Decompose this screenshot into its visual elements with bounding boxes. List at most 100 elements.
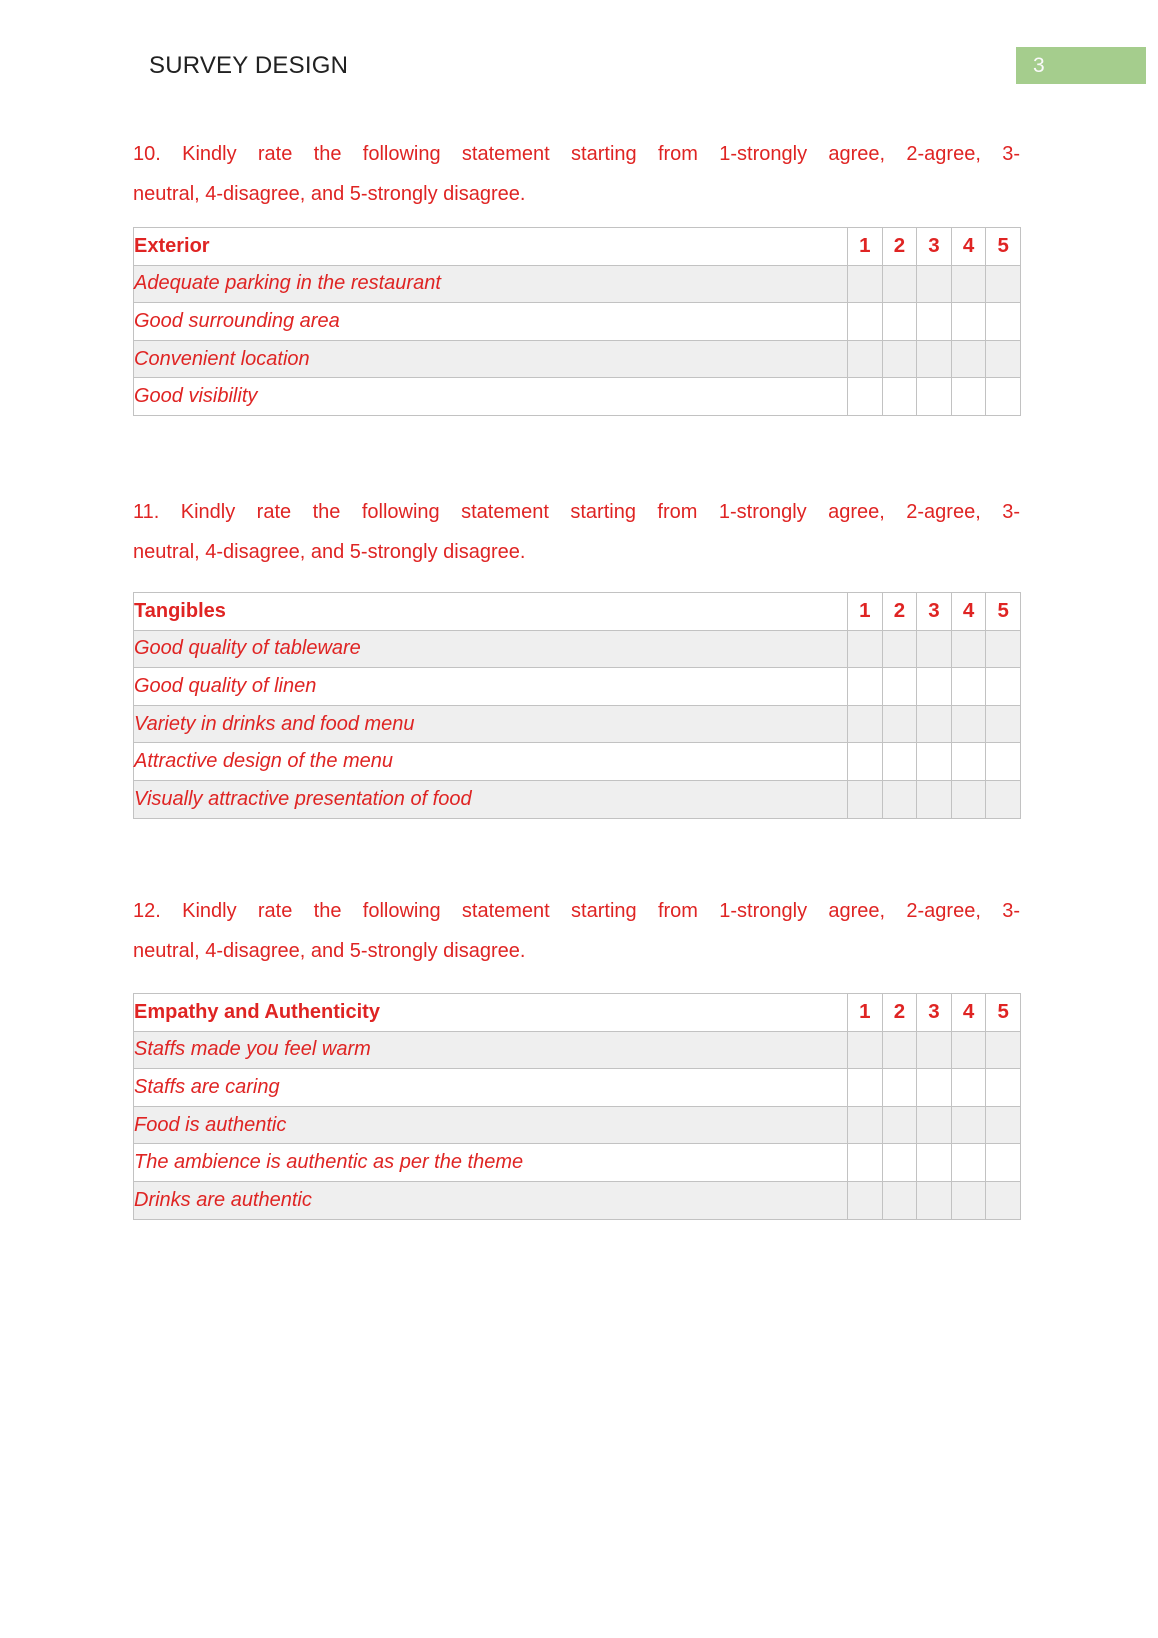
rating-cell[interactable] [916, 302, 952, 341]
rating-cell[interactable] [985, 1105, 1021, 1145]
rating-cell[interactable] [881, 1068, 918, 1107]
rating-cell[interactable] [847, 742, 883, 781]
rating-cell[interactable] [950, 704, 987, 744]
rating-cell[interactable] [950, 779, 987, 819]
rating-cell[interactable] [985, 667, 1021, 706]
rating-cell[interactable] [881, 264, 918, 304]
rating-cell[interactable] [985, 264, 1021, 304]
rating-cell[interactable] [985, 1030, 1021, 1070]
scale-column-header: 2 [881, 592, 918, 631]
rating-cell[interactable] [950, 1105, 987, 1145]
rating-cell[interactable] [950, 629, 987, 669]
rating-cell[interactable] [881, 1180, 918, 1220]
question-paragraph: 11. Kindly rate the following statement … [133, 492, 1020, 572]
rating-cell[interactable] [847, 667, 883, 706]
rating-cell[interactable] [847, 339, 883, 379]
rating-cell[interactable] [950, 302, 987, 341]
rating-cell[interactable] [847, 779, 883, 819]
rating-cell[interactable] [985, 377, 1021, 416]
rating-cell[interactable] [847, 377, 883, 416]
rating-cell[interactable] [985, 704, 1021, 744]
rating-cell[interactable] [916, 1068, 952, 1107]
rating-cell[interactable] [950, 339, 987, 379]
rating-cell[interactable] [916, 339, 952, 379]
rating-cell[interactable] [985, 302, 1021, 341]
rating-cell[interactable] [916, 779, 952, 819]
rating-cell[interactable] [881, 629, 918, 669]
rating-cell[interactable] [881, 667, 918, 706]
statement-cell: Variety in drinks and food menu [133, 704, 848, 744]
table-row: Convenient location [133, 339, 1021, 379]
rating-table: Empathy and Authenticity 1 2 3 4 5 Staffs made… [133, 993, 1021, 1220]
rating-cell[interactable] [847, 1105, 883, 1145]
rating-cell[interactable] [916, 704, 952, 744]
rating-cell[interactable] [950, 1180, 987, 1220]
rating-cell[interactable] [881, 339, 918, 379]
table-row: Staffs are caring [133, 1068, 1021, 1107]
scale-column-header: 3 [916, 227, 952, 266]
rating-cell[interactable] [881, 377, 918, 416]
rating-cell[interactable] [847, 1068, 883, 1107]
table-row: Staffs made you feel warm [133, 1030, 1021, 1070]
question-text-line: 12. Kindly rate the following statement … [133, 900, 1020, 922]
scale-column-header: 5 [985, 592, 1021, 631]
rating-cell[interactable] [916, 742, 952, 781]
rating-cell[interactable] [950, 1030, 987, 1070]
statement-cell: Visually attractive presentation of food [133, 779, 848, 819]
rating-cell[interactable] [847, 264, 883, 304]
scale-column-header: 3 [916, 592, 952, 631]
question-text-line: neutral, 4-disagree, and 5-strongly disa… [133, 541, 526, 563]
rating-cell[interactable] [985, 779, 1021, 819]
rating-cell[interactable] [985, 339, 1021, 379]
scale-column-header: 5 [985, 227, 1021, 266]
page-title: SURVEY DESIGN [149, 52, 349, 79]
scale-column-header: 5 [985, 993, 1021, 1032]
rating-cell[interactable] [985, 1143, 1021, 1182]
scale-column-header: 1 [847, 592, 883, 631]
rating-cell[interactable] [916, 1180, 952, 1220]
rating-cell[interactable] [916, 1030, 952, 1070]
table-row: Good quality of linen [133, 667, 1021, 706]
question-paragraph: 12. Kindly rate the following statement … [133, 891, 1020, 971]
rating-cell[interactable] [985, 742, 1021, 781]
rating-cell[interactable] [916, 629, 952, 669]
statement-cell: Drinks are authentic [133, 1180, 848, 1220]
table-row: Adequate parking in the restaurant [133, 264, 1021, 304]
rating-cell[interactable] [950, 1143, 987, 1182]
question-text-line: neutral, 4-disagree, and 5-strongly disa… [133, 183, 526, 205]
rating-cell[interactable] [916, 1105, 952, 1145]
rating-cell[interactable] [985, 1068, 1021, 1107]
question-text-line: neutral, 4-disagree, and 5-strongly disa… [133, 940, 526, 962]
table-row: Good visibility [133, 377, 1021, 416]
rating-cell[interactable] [881, 779, 918, 819]
scale-column-header: 3 [916, 993, 952, 1032]
page-number: 3 [1033, 54, 1045, 77]
rating-cell[interactable] [847, 1143, 883, 1182]
rating-cell[interactable] [881, 1143, 918, 1182]
rating-cell[interactable] [916, 667, 952, 706]
table-row: Good quality of tableware [133, 629, 1021, 669]
statement-cell: Good visibility [133, 377, 848, 416]
rating-cell[interactable] [847, 629, 883, 669]
rating-cell[interactable] [916, 1143, 952, 1182]
rating-cell[interactable] [916, 377, 952, 416]
rating-cell[interactable] [881, 1030, 918, 1070]
rating-cell[interactable] [881, 302, 918, 341]
rating-cell[interactable] [881, 704, 918, 744]
rating-cell[interactable] [881, 742, 918, 781]
rating-cell[interactable] [950, 742, 987, 781]
scale-column-header: 1 [847, 993, 883, 1032]
rating-cell[interactable] [950, 1068, 987, 1107]
rating-cell[interactable] [950, 667, 987, 706]
rating-cell[interactable] [847, 1180, 883, 1220]
rating-cell[interactable] [985, 1180, 1021, 1220]
rating-cell[interactable] [847, 302, 883, 341]
rating-cell[interactable] [847, 704, 883, 744]
rating-cell[interactable] [847, 1030, 883, 1070]
rating-cell[interactable] [950, 264, 987, 304]
rating-cell[interactable] [950, 377, 987, 416]
rating-cell[interactable] [985, 629, 1021, 669]
rating-cell[interactable] [916, 264, 952, 304]
table-category-header: Exterior [133, 227, 848, 266]
rating-cell[interactable] [881, 1105, 918, 1145]
